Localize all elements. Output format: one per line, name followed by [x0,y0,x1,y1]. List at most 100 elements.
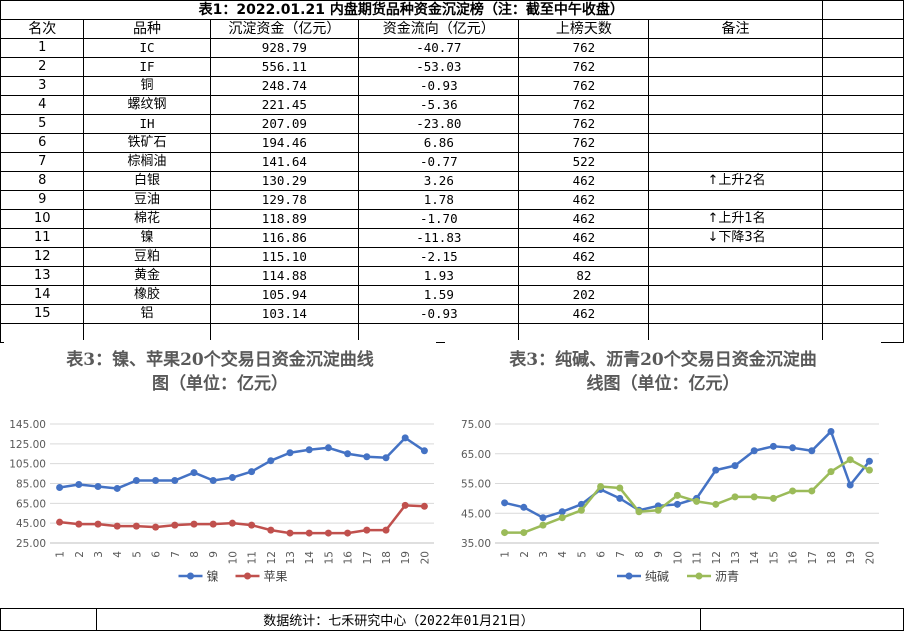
note-cell [648,285,823,305]
days-cell: 462 [518,209,650,229]
days-cell: 762 [518,38,650,58]
x-tick-label: 8 [189,551,201,558]
data-point [731,493,739,501]
data-point [789,487,797,495]
y-tick-label: 55.00 [461,479,491,491]
data-point [113,484,121,492]
data-point [286,529,294,537]
flow-cell: -23.80 [358,114,520,134]
x-tick-label: 15 [768,551,780,564]
y-tick-label: 35.00 [461,538,491,550]
capital-cell: 116.86 [209,228,360,248]
product-cell: 棕榈油 [83,152,211,172]
data-point [539,521,547,529]
data-point [75,520,83,528]
rank-cell: 14 [0,285,85,305]
data-point [94,520,102,528]
x-tick-label: 6 [151,551,163,558]
rank-cell: 3 [0,76,85,96]
legend-marker [244,572,251,580]
y-tick-label: 25.00 [16,538,46,550]
flow-cell: 3.26 [358,171,520,191]
y-tick-label: 45.00 [16,518,46,530]
x-tick-label: 17 [362,551,374,564]
table-row: 11 镍 116.86 -11.83 462 ↓下降3名 [0,228,904,248]
product-cell: 螺纹钢 [83,95,211,115]
flow-cell: -53.03 [358,57,520,77]
product-cell: 棉花 [83,209,211,229]
y-tick-label: 45.00 [461,508,491,520]
rank-cell: 8 [0,171,85,191]
data-point [846,456,854,464]
product-cell: 豆粕 [83,247,211,267]
table-row: 1 IC 928.79 -40.77 762 [0,38,904,58]
capital-cell: 115.10 [209,247,360,267]
legend-label: 镍 [207,570,219,584]
x-tick-label: 18 [826,551,838,564]
product-cell: IH [83,114,211,134]
product-cell: 铁矿石 [83,133,211,153]
days-cell: 462 [518,228,650,248]
rank-cell: 9 [0,190,85,210]
capital-cell: 556.11 [209,57,360,77]
days-cell: 462 [518,190,650,210]
x-tick-label: 5 [131,551,143,558]
x-tick-label: 15 [323,551,335,564]
ranking-table: 表1：2022.01.21 内盘期货品种资金沉淀榜（注：截至中午收盘） 名次 品… [0,0,904,343]
capital-cell: 114.88 [209,266,360,286]
x-tick-label: 13 [285,551,297,564]
x-tick-label: 14 [304,551,316,565]
soda-asphalt-chart: 表3：纯碱、沥青20个交易日资金沉淀曲 线图（单位：亿元） 35.00 45.00… [445,340,881,590]
legend-marker [625,572,633,580]
y-tick-label: 125.00 [9,439,46,451]
rank-cell: 13 [0,266,85,286]
data-point [635,508,643,516]
data-point [344,450,352,458]
capital-cell: 105.94 [209,285,360,305]
note-cell [648,76,823,96]
days-cell: 762 [518,133,650,153]
flow-cell: -5.36 [358,95,520,115]
series-line [504,458,870,534]
days-cell: 762 [518,95,650,115]
note-cell [648,190,823,210]
table-row [0,323,904,343]
x-tick-label: 11 [692,551,704,564]
data-point [750,493,758,501]
rank-cell: 6 [0,133,85,153]
data-point [363,453,371,461]
flow-cell: -0.77 [358,152,520,172]
data-point [152,477,160,485]
rank-cell: 1 [0,38,85,58]
data-point [132,477,140,485]
empty-cell [821,190,904,210]
data-point [152,523,160,531]
x-tick-label: 10 [672,551,684,564]
data-point [808,487,816,495]
x-tick-label: 19 [845,551,857,564]
product-cell: IF [83,57,211,77]
x-tick-label: 1 [55,551,67,558]
empty-cell [821,57,904,77]
flow-cell: 1.93 [358,266,520,286]
data-point [750,447,758,455]
footer: 数据统计：七禾研究中心（2022年01月21日） [0,608,904,631]
y-tick-label: 105.00 [9,459,46,471]
data-point [401,501,409,509]
x-tick-label: 12 [711,551,723,564]
flow-cell: -0.93 [358,304,520,324]
footer-source: 数据统计：七禾研究中心（2022年01月21日） [96,608,701,631]
note-cell: ↑上升2名 [648,171,823,191]
data-point [827,468,835,476]
x-tick-label: 2 [74,551,86,558]
rank-cell: 10 [0,209,85,229]
data-point [190,469,198,477]
note-cell [648,95,823,115]
data-point [267,526,275,534]
data-point [789,444,797,452]
empty-cell [0,608,97,631]
table-header-row: 名次 品种 沉淀资金（亿元） 资金流向（亿元） 上榜天数 备注 [0,19,904,39]
chart-title-line: 线图（单位：亿元） [586,374,740,394]
product-cell: 铝 [83,304,211,324]
